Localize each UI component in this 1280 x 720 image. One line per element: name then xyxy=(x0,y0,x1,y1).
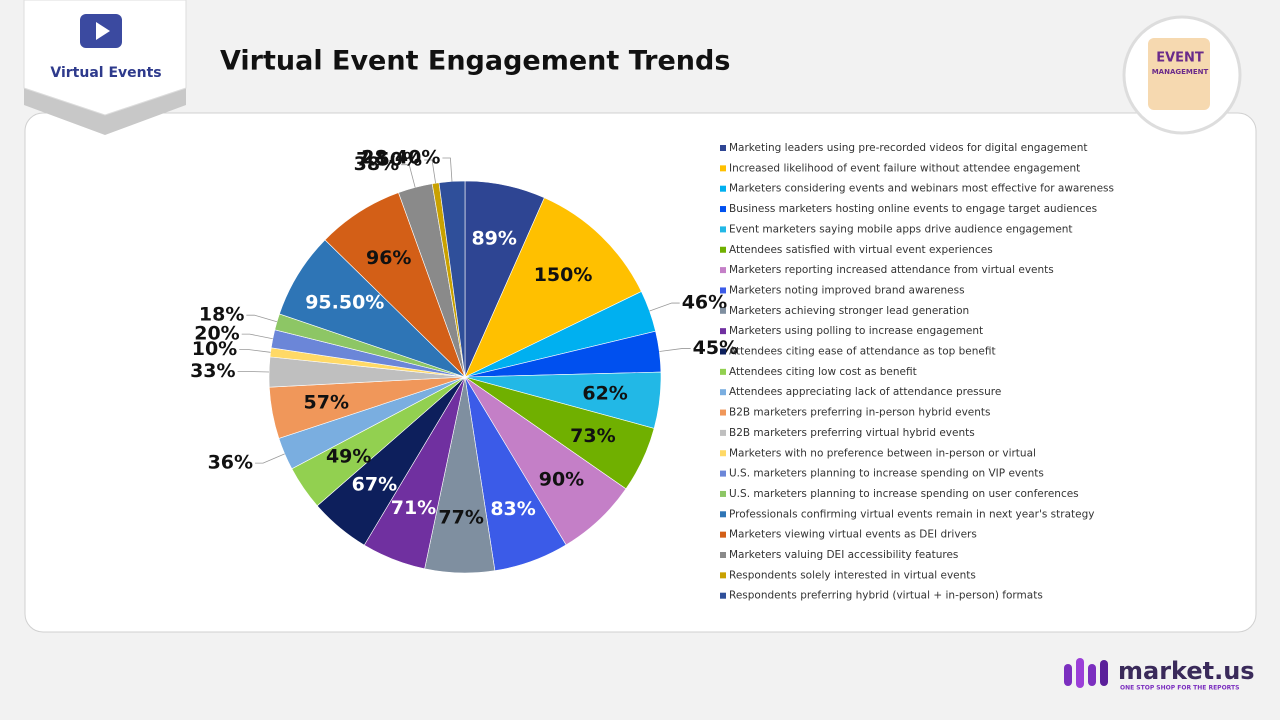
brand: market.us xyxy=(1118,657,1255,685)
data-label: 45% xyxy=(693,337,738,359)
legend-label: Marketers noting improved brand awarenes… xyxy=(729,284,965,296)
legend-swatch xyxy=(720,490,726,497)
leader-line xyxy=(659,348,691,352)
legend-swatch xyxy=(720,287,726,294)
legend-label: Marketers with no preference between in-… xyxy=(729,447,1036,459)
legend-swatch xyxy=(720,470,726,477)
legend-swatch xyxy=(720,592,726,599)
data-label: 89% xyxy=(471,227,516,249)
data-label: 83% xyxy=(490,498,535,520)
legend-swatch xyxy=(720,165,726,172)
legend-label: Marketing leaders using pre-recorded vid… xyxy=(729,142,1087,154)
data-label: 7.50% xyxy=(356,148,422,170)
legend-label: U.S. marketers planning to increase spen… xyxy=(729,488,1079,500)
data-label: 10% xyxy=(192,338,237,360)
badge-text: EVENT xyxy=(1156,51,1204,66)
leader-line xyxy=(442,157,453,182)
legend-label: U.S. marketers planning to increase spen… xyxy=(729,468,1044,480)
legend-swatch xyxy=(720,328,726,335)
data-label: 33% xyxy=(190,360,235,382)
legend-swatch xyxy=(720,206,726,213)
leader-line xyxy=(255,453,285,464)
data-label: 49% xyxy=(326,445,371,467)
pie-slice xyxy=(438,180,466,378)
legend-swatch xyxy=(720,307,726,314)
data-label: 96% xyxy=(366,247,411,269)
legend-label: Business marketers hosting online events… xyxy=(729,203,1097,215)
legend-swatch xyxy=(720,185,726,192)
legend-swatch xyxy=(720,246,726,253)
legend-swatch xyxy=(720,389,726,396)
data-label: 46% xyxy=(682,292,727,314)
brand-icon xyxy=(1064,658,1108,688)
badge-text: MANAGEMENT xyxy=(1152,68,1209,76)
logo-box xyxy=(23,0,187,116)
logo-play xyxy=(96,22,110,40)
logo-text: Virtual Events xyxy=(50,65,161,81)
legend-swatch xyxy=(720,552,726,558)
legend-label: Marketers viewing virtual events as DEI … xyxy=(729,529,977,541)
data-label: 18% xyxy=(199,304,244,326)
legend-label: Attendees satisfied with virtual event e… xyxy=(729,244,993,256)
tagline: ONE STOP SHOP FOR THE REPORTS xyxy=(1120,685,1239,692)
legend-label: Marketers considering events and webinar… xyxy=(729,183,1114,195)
leader-line xyxy=(246,314,278,323)
legend-swatch xyxy=(720,226,726,233)
legend-swatch xyxy=(720,531,726,538)
leader-line xyxy=(424,159,436,184)
leader-line xyxy=(241,333,273,340)
legend-label: B2B marketers preferring in-person hybri… xyxy=(729,407,991,419)
legend-label: Respondents solely interested in virtual… xyxy=(729,569,976,581)
data-label: 67% xyxy=(352,474,397,496)
legend-swatch xyxy=(720,572,726,579)
legend-label: Attendees citing low cost as benefit xyxy=(729,366,917,378)
data-label: 71% xyxy=(391,497,436,519)
legend-label: Event marketers saying mobile apps drive… xyxy=(729,223,1073,235)
legend-label: Professionals confirming virtual events … xyxy=(729,508,1094,520)
legend-label: Marketers using polling to increase enga… xyxy=(729,325,983,337)
legend-swatch xyxy=(720,409,726,416)
pie-chart: 89% 150% 46% 45% 62% 73% 90%83% 77%71%67% 49% 36%… xyxy=(190,142,1114,602)
data-label: 20% xyxy=(194,323,239,345)
data-label: 73% xyxy=(570,425,615,447)
legend-label: Attendees appreciating lack of attendanc… xyxy=(729,386,1001,398)
leader-line xyxy=(239,348,271,353)
leader-line xyxy=(237,370,270,373)
legend-swatch xyxy=(720,368,726,375)
data-label: 77% xyxy=(438,507,483,529)
leader-line xyxy=(401,164,416,188)
data-label: 95.50% xyxy=(305,292,384,314)
legend-label: Increased likelihood of event failure wi… xyxy=(729,162,1080,174)
legend-swatch xyxy=(720,450,726,457)
legend-label: Marketers achieving stronger lead genera… xyxy=(729,305,969,317)
legend-label: Respondents preferring hybrid (virtual +… xyxy=(729,590,1043,602)
legend-label: Marketers valuing DEI accessibility feat… xyxy=(729,549,958,561)
data-label: 150% xyxy=(534,264,593,286)
data-label: 36% xyxy=(208,452,253,474)
legend-swatch xyxy=(720,429,726,436)
data-label: 62% xyxy=(582,382,627,404)
pie-slice xyxy=(464,197,642,378)
chart-title: Virtual Event Engagement Trends xyxy=(220,46,730,77)
data-label: 57% xyxy=(304,391,349,413)
legend-label: Marketers reporting increased attendance… xyxy=(729,264,1054,276)
legend-swatch xyxy=(720,145,726,151)
legend-swatch xyxy=(720,511,726,518)
legend-swatch xyxy=(720,348,726,355)
badge-board xyxy=(1148,38,1210,110)
data-label: 38% xyxy=(354,153,399,175)
legend-swatch xyxy=(720,267,726,274)
legend-label: B2B marketers preferring virtual hybrid … xyxy=(729,427,975,439)
legend-label: Attendees citing ease of attendance as t… xyxy=(729,346,996,358)
data-label: 28.40% xyxy=(361,146,440,168)
leader-line xyxy=(649,302,680,312)
data-label: 90% xyxy=(539,468,584,490)
